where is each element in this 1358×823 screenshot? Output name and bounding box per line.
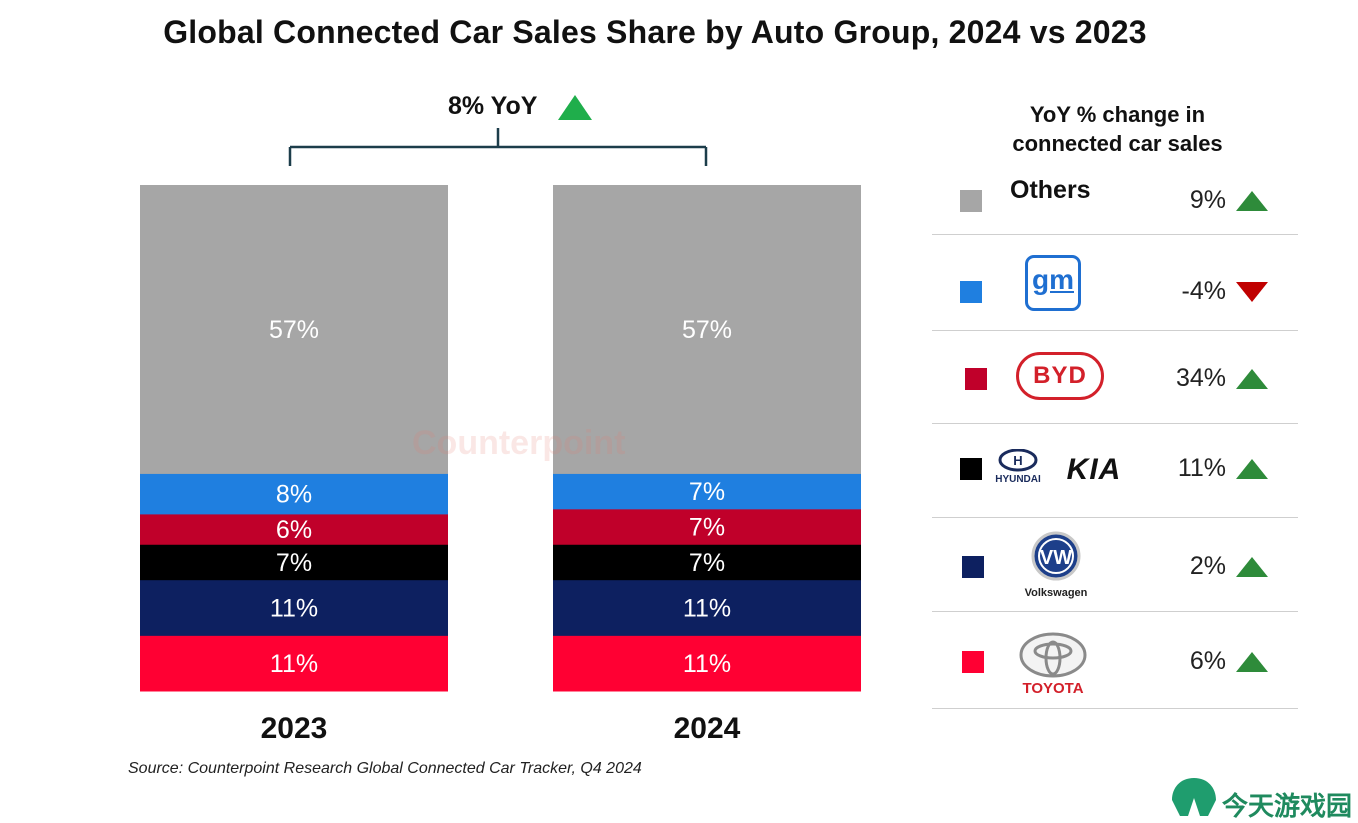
bar-data-label: 8%: [276, 481, 312, 509]
byd-logo: BYD: [1016, 352, 1104, 400]
source-note: Source: Counterpoint Research Global Con…: [128, 760, 642, 777]
up-arrow-icon: [1236, 191, 1268, 211]
legend-swatch-toyota: [962, 651, 984, 673]
yoy-up-arrow-icon: [558, 95, 592, 120]
svg-text:Volkswagen: Volkswagen: [1025, 587, 1088, 599]
bar-data-label: 57%: [269, 316, 319, 344]
legend-yoy-value: 2%: [1189, 552, 1226, 580]
legend-divider: [932, 708, 1298, 709]
bar-data-label: 7%: [276, 549, 312, 577]
yoy-bracket: [288, 128, 708, 166]
bar-data-label: 7%: [689, 478, 725, 506]
toyota-logo-icon: TOYOTA: [1019, 632, 1087, 697]
hyundai-kia-logo: H HYUNDAI KIA: [990, 448, 1145, 486]
legend-divider: [932, 330, 1298, 331]
x-tick-label: 2024: [674, 712, 741, 745]
x-tick-label: 2023: [261, 712, 328, 745]
bar-segment-gm-2023: [140, 473, 448, 515]
bar-data-label: 11%: [270, 650, 318, 678]
bar-segment-toyota-2024: [553, 635, 861, 692]
svg-text:H: H: [1013, 453, 1022, 468]
bar-segment-hyundai-kia-2024: [553, 544, 861, 581]
bar-segment-gm-2024: [553, 473, 861, 510]
volkswagen-logo-icon: VW Volkswagen: [1025, 531, 1088, 599]
legend-divider: [932, 611, 1298, 612]
up-arrow-icon: [1236, 459, 1268, 479]
volkswagen-logo: VW Volkswagen: [1020, 530, 1092, 602]
legend-yoy-value: -4%: [1181, 277, 1226, 305]
site-logo-icon: [1172, 778, 1216, 816]
bar-segment-toyota-2023: [140, 635, 448, 692]
legend-yoy-value: 34%: [1175, 364, 1226, 392]
counterpoint-watermark: Counterpoint: [412, 424, 626, 462]
legend-swatch-others: [960, 190, 982, 212]
bar-segment-byd-2024: [553, 508, 861, 545]
bar-data-label: 7%: [689, 514, 725, 542]
legend-divider: [932, 423, 1298, 424]
bar-data-label: 6%: [276, 516, 312, 544]
legend-swatch-byd: [965, 368, 987, 390]
bar-segment-volkswagen-2024: [553, 579, 861, 636]
up-arrow-icon: [1236, 652, 1268, 672]
legend-title: YoY % change in connected car sales: [985, 100, 1250, 158]
legend-swatch-hyundai-kia: [960, 458, 982, 480]
hyundai-kia-logo-icon: H HYUNDAI KIA: [995, 448, 1122, 486]
legend-divider: [932, 517, 1298, 518]
site-watermark: 今天游戏园: [1222, 792, 1353, 822]
chart-title: Global Connected Car Sales Share by Auto…: [163, 14, 1147, 50]
bar-data-label: 11%: [683, 595, 731, 623]
gm-logo: gm: [1025, 255, 1081, 311]
legend-title-line2: connected car sales: [1012, 131, 1223, 156]
legend-swatch-gm: [960, 281, 982, 303]
stacked-bar-chart: 11% 11% 7% 6% 8% 57% 2023 11% 11% 7% 7% 7% 57% 2024: [140, 95, 861, 745]
down-arrow-icon: [1236, 282, 1268, 302]
bar-data-label: 11%: [683, 650, 731, 678]
legend-yoy-value: 11%: [1177, 454, 1226, 482]
bar-segment-others-2024: [553, 185, 861, 474]
svg-text:HYUNDAI: HYUNDAI: [995, 474, 1041, 485]
bar-data-label: 7%: [689, 549, 725, 577]
yoy-label: 8% YoY: [448, 92, 538, 120]
up-arrow-icon: [1236, 557, 1268, 577]
legend-title-line1: YoY % change in: [1029, 102, 1206, 127]
legend-yoy-value: 6%: [1189, 647, 1226, 675]
bar-data-label: 11%: [270, 595, 318, 623]
bar-segment-volkswagen-2023: [140, 579, 448, 636]
bar-data-label: 57%: [682, 316, 732, 344]
svg-text:KIA: KIA: [1067, 453, 1122, 485]
legend-swatch-volkswagen: [962, 556, 984, 578]
bar-segment-hyundai-kia-2023: [140, 544, 448, 581]
bar-segment-others-2023: [140, 185, 448, 474]
toyota-logo: TOYOTA: [1015, 631, 1095, 697]
svg-text:TOYOTA: TOYOTA: [1022, 680, 1083, 697]
up-arrow-icon: [1236, 369, 1268, 389]
svg-text:VW: VW: [1040, 547, 1072, 569]
legend-divider: [932, 234, 1298, 235]
legend-label-others: Others: [1010, 176, 1091, 204]
legend-yoy-value: 9%: [1189, 186, 1226, 214]
bar-segment-byd-2023: [140, 513, 448, 545]
